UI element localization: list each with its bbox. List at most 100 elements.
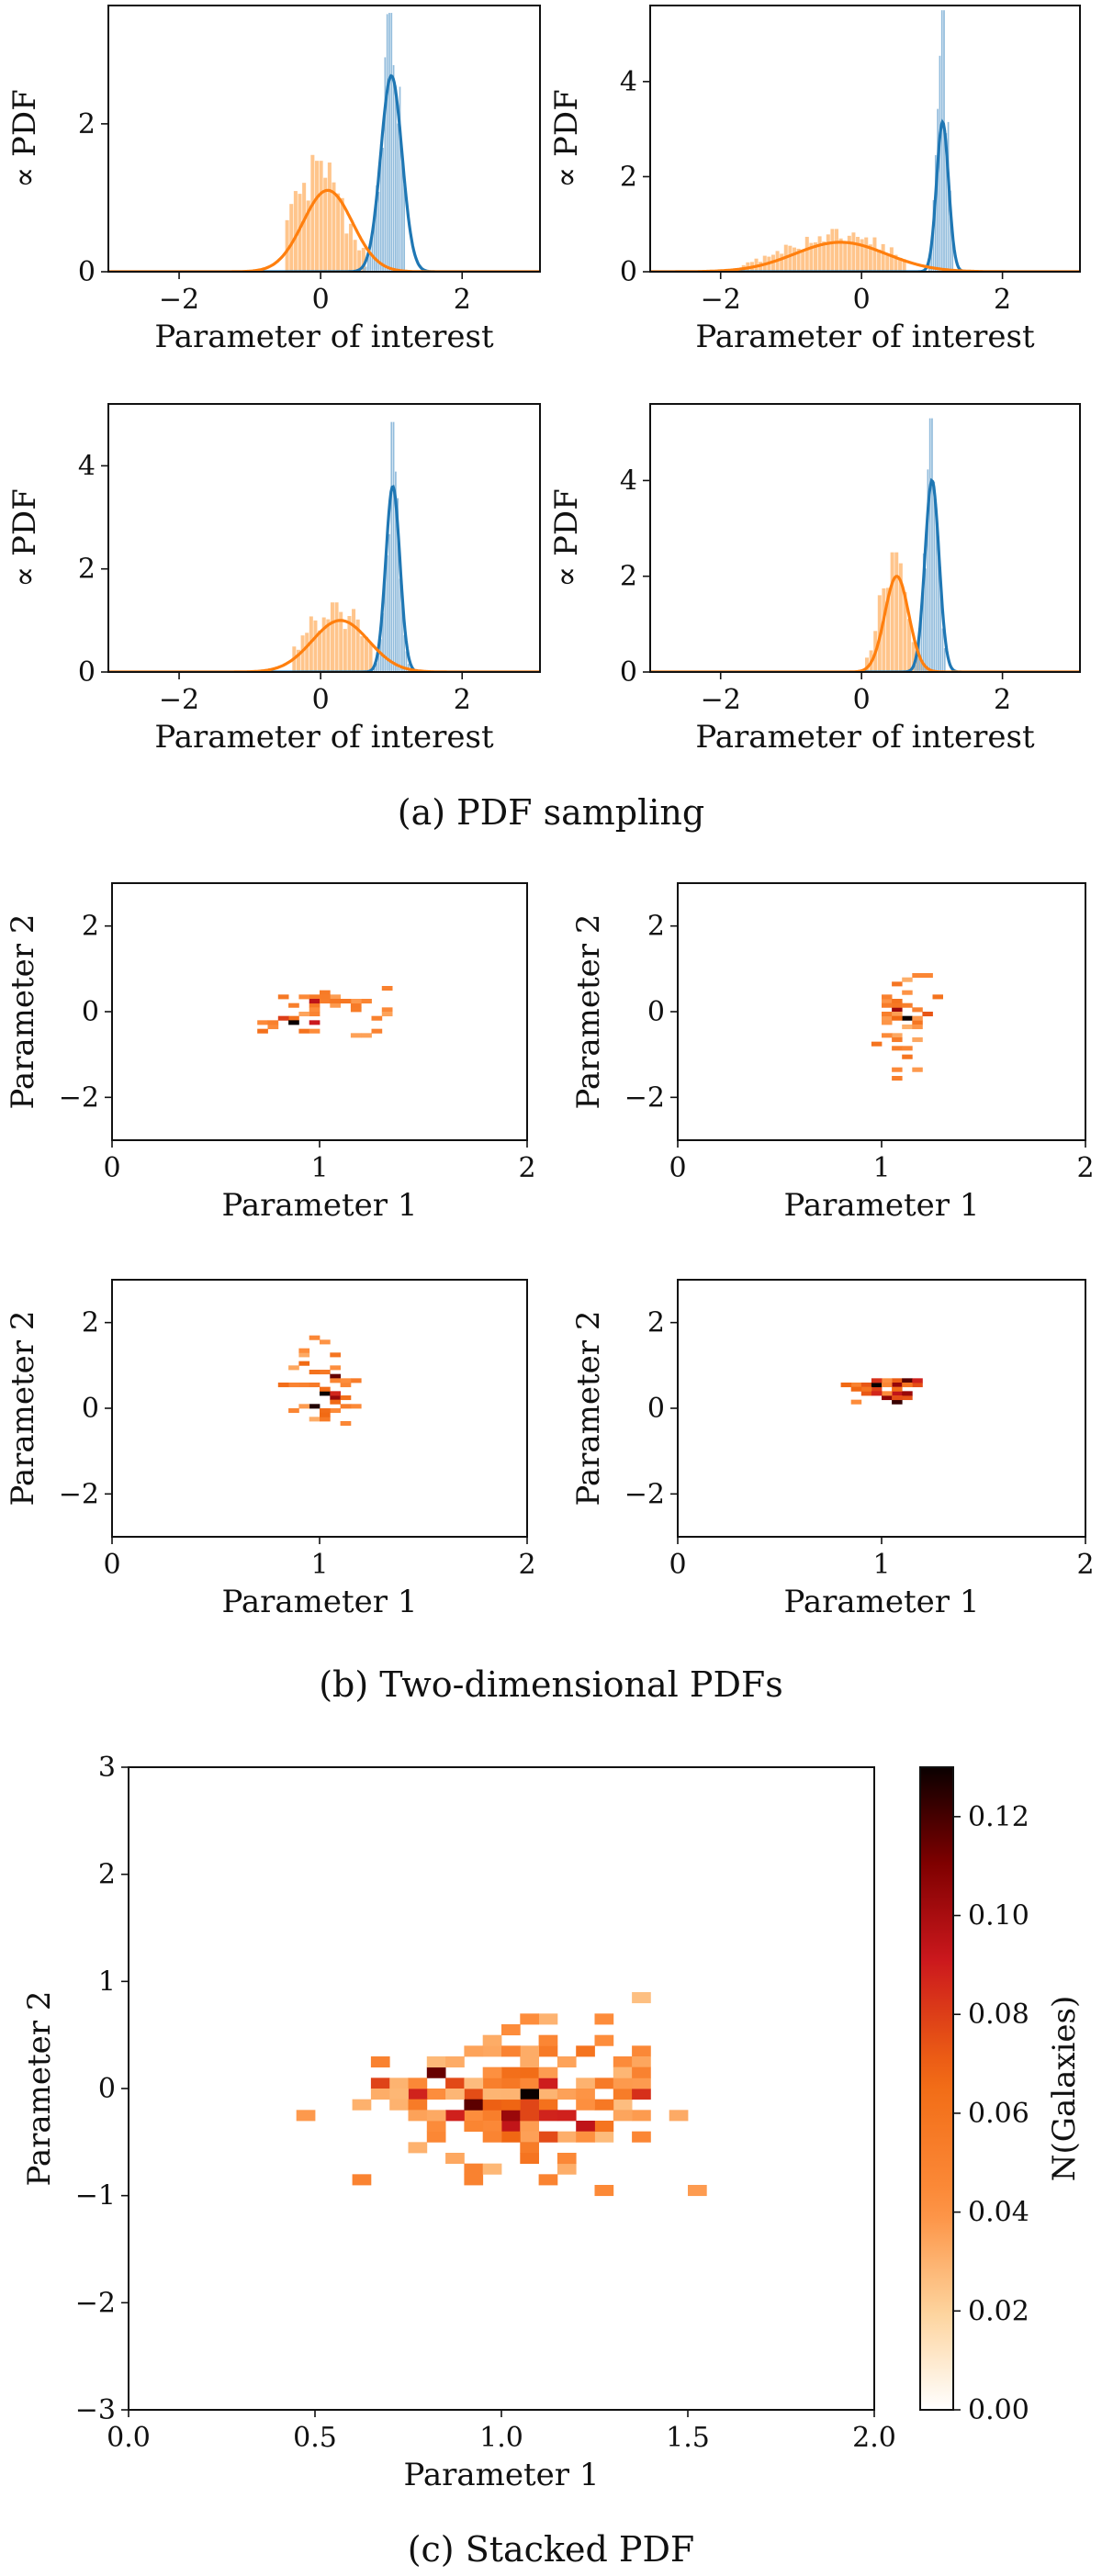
blue-hist-bar	[951, 227, 954, 272]
blue-pdf-curve	[650, 477, 1080, 672]
orange-pdf-curve	[650, 241, 1080, 272]
chart-a3: −2 0 2 0 2 4 Parameter of interest ∝ PDF	[6, 403, 541, 756]
heatmap-cell	[309, 1028, 320, 1034]
blue-hist-bar	[377, 192, 380, 272]
heatmap-cell	[501, 2045, 521, 2057]
x-tick-label: 2	[454, 284, 471, 316]
plot-area	[650, 10, 1080, 272]
heatmap-cell	[340, 1378, 352, 1383]
heatmap-cell	[501, 2099, 521, 2111]
heatmap-cell	[370, 2056, 390, 2068]
x-tick-label: 2	[994, 284, 1011, 316]
x-tick-label: 0.0	[107, 2422, 151, 2454]
heatmap-cell	[688, 2185, 707, 2197]
x-tick-label: 2	[994, 684, 1011, 716]
heatmap-cell	[520, 2013, 539, 2025]
heatmap-cell	[426, 2110, 446, 2122]
heatmap-cell	[309, 1370, 320, 1375]
orange-hist-bar	[830, 229, 835, 272]
x-tick-label: 2	[1076, 1152, 1094, 1184]
x-tick-label: 2	[1076, 1549, 1094, 1581]
heatmap-cell	[892, 1033, 903, 1038]
blue-hist-bar	[400, 152, 403, 272]
heatmap-cell	[426, 2131, 446, 2143]
x-tick-label: 0	[669, 1152, 686, 1184]
heatmap-cell	[902, 1046, 913, 1051]
orange-hist-bar	[332, 182, 336, 272]
colorbar-tick-label: 0.06	[968, 2098, 1029, 2130]
y-tick-label: 2	[620, 161, 637, 193]
heatmap-cell	[557, 2153, 577, 2165]
orange-hist-bar	[326, 619, 331, 672]
heatmap-cell	[464, 2089, 484, 2100]
x-tick-label: 1.0	[479, 2422, 523, 2454]
heatmap-cell	[408, 2078, 428, 2089]
heatmap-cell	[632, 2066, 651, 2078]
heatmap-cell	[850, 1386, 862, 1392]
orange-hist-bar	[894, 552, 899, 672]
y-tick-label: 0	[78, 656, 96, 689]
orange-hist-bar	[835, 229, 839, 272]
colorbar: 0.00 0.02 0.04 0.06 0.08 0.10 0.12 N(Galaxies)	[919, 1766, 1083, 2426]
orange-hist-bar	[348, 223, 353, 272]
heatmap-cell	[277, 994, 289, 1000]
heatmap-cell	[576, 2078, 595, 2089]
heatmap-cell	[922, 973, 933, 979]
orange-hist-bar	[361, 247, 365, 272]
orange-hist-bar	[822, 241, 826, 272]
colorbar-tick-label: 0.12	[968, 1801, 1029, 1833]
x-tick-label: 1	[872, 1152, 890, 1184]
heatmap-cell	[330, 999, 341, 1004]
blue-hist-bar	[371, 231, 374, 272]
heatmap-cell	[902, 1025, 913, 1030]
heatmap-cell	[330, 1002, 341, 1008]
heatmap-cell	[330, 1352, 341, 1358]
heatmap-cell	[445, 2153, 465, 2165]
heatmap-cell	[669, 2110, 689, 2122]
heatmap-cell	[538, 2131, 558, 2143]
heatmap-cell	[267, 1025, 279, 1030]
heatmap-cell	[298, 994, 310, 1000]
heatmap-cell	[482, 2045, 502, 2057]
heatmap-cell	[902, 1054, 913, 1059]
heatmap-cell	[330, 1399, 341, 1405]
heatmap-cell	[538, 2034, 558, 2046]
blue-hist-bar	[916, 655, 918, 672]
orange-hist-bar	[305, 633, 309, 672]
x-axis-label: Parameter 1	[404, 2457, 600, 2493]
orange-hist-bar	[813, 242, 817, 272]
orange-hist-bar	[319, 161, 323, 272]
y-tick-label: 0	[647, 996, 665, 1028]
heatmap-cell	[520, 2110, 539, 2122]
heatmap-cell	[298, 1348, 310, 1353]
heatmap-cell	[902, 1383, 913, 1388]
heatmap-cell	[912, 1025, 923, 1030]
blue-hist-bar	[392, 64, 395, 272]
blue-hist-bar	[931, 418, 933, 672]
axes-frame	[107, 403, 541, 673]
y-tick-label: −2	[59, 1478, 99, 1510]
blue-hist-bar	[388, 13, 390, 272]
heatmap-cell	[482, 2099, 502, 2111]
heatmap-cell	[538, 2099, 558, 2111]
heatmap-cell	[320, 1391, 331, 1396]
orange-hist-bar	[801, 251, 805, 272]
heatmap-cell	[882, 1395, 893, 1401]
blue-hist-bar	[382, 148, 384, 272]
blue-hist-bar	[369, 254, 372, 272]
blue-hist-bar	[950, 190, 951, 272]
orange-hist-bar	[860, 239, 864, 272]
blue-hist-bar	[940, 10, 943, 272]
orange-hist-bar	[364, 636, 368, 672]
heatmap-cell	[538, 2078, 558, 2089]
heatmap-cell	[288, 1020, 299, 1025]
blue-hist-bar	[400, 585, 403, 672]
y-tick-label: −2	[59, 1081, 99, 1114]
x-axis-label: Parameter of interest	[154, 319, 494, 355]
heatmap-cell	[320, 994, 331, 1000]
heatmap-cell	[298, 1383, 310, 1388]
heatmap-cell	[557, 2056, 577, 2068]
x-tick-label: 2	[518, 1549, 535, 1581]
y-tick-label: 2	[82, 911, 99, 943]
orange-hist-bar	[357, 250, 362, 272]
